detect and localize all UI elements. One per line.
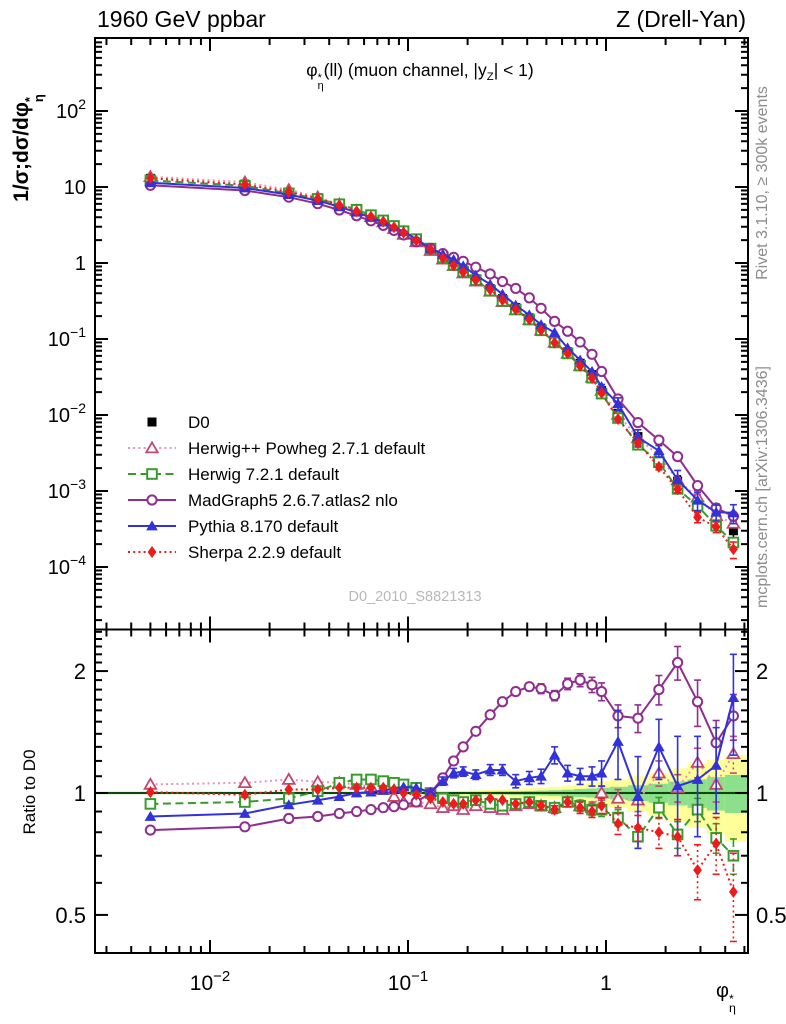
process-title: Z (Drell-Yan) <box>616 6 746 32</box>
svg-text:1: 1 <box>75 253 86 275</box>
legend-label: Herwig 7.2.1 default <box>188 465 339 484</box>
axis-tick-labels: 10−2 10−1 1 102 10 1 10−1 10−2 10−3 10−4 2 2 1 1 0.5 0.… <box>48 96 786 995</box>
beam-energy-title: 1960 GeV ppbar <box>97 6 266 32</box>
legend-label: MadGraph5 2.6.7.atlas2 nlo <box>188 491 398 510</box>
legend-label: D0 <box>188 413 210 432</box>
svg-text:102: 102 <box>56 96 86 123</box>
legend-item-sherpa: Sherpa 2.2.9 default <box>128 543 341 562</box>
svg-text:1: 1 <box>74 781 86 806</box>
observable-phi: φ <box>306 60 318 80</box>
svg-text:0.5: 0.5 <box>756 903 786 928</box>
main-series-d0 <box>145 173 738 546</box>
legend-item-madgraph5: MadGraph5 2.6.7.atlas2 nlo <box>128 491 398 510</box>
legend-item-herwig++: Herwig++ Powheg 2.7.1 default <box>128 439 425 458</box>
legend-item-pythia: Pythia 8.170 default <box>128 517 339 536</box>
mcplots-arxiv-note: mcplots.cern.ch [arXiv:1306.3436] <box>754 366 771 608</box>
legend-item-d0: D0 <box>147 413 210 432</box>
svg-text:10−1: 10−1 <box>48 324 86 351</box>
main-panel-series <box>143 169 741 560</box>
main-series-sherpa <box>145 172 738 560</box>
svg-text:10−1: 10−1 <box>388 968 428 995</box>
svg-text:10−4: 10−4 <box>48 552 86 579</box>
ratio-series-sherpa <box>145 781 738 943</box>
legend-label: Pythia 8.170 default <box>188 517 339 536</box>
x-axis-title: φ * η <box>716 980 736 1015</box>
legend-item-herwig: Herwig 7.2.1 default <box>128 465 339 484</box>
ratio-series-madgraph5 <box>144 645 740 836</box>
svg-text:1: 1 <box>756 781 768 806</box>
svg-text:10−3: 10−3 <box>48 476 86 503</box>
ratio-axis-title: Ratio to D0 <box>20 749 39 835</box>
svg-text:0.5: 0.5 <box>55 903 86 928</box>
legend-label: Herwig++ Powheg 2.7.1 default <box>188 439 425 458</box>
ratio-series-pythia <box>144 653 740 857</box>
axis-ticks <box>95 38 748 953</box>
analysis-id-watermark: D0_2010_S8821313 <box>348 589 482 605</box>
svg-text:2: 2 <box>756 659 768 684</box>
observable-phi-superscript-subscript: * η <box>317 71 324 92</box>
legend: D0 Herwig++ Powheg 2.7.1 default Herwig 7.… <box>128 413 425 562</box>
svg-text:10−2: 10−2 <box>190 968 230 995</box>
svg-text:1: 1 <box>600 972 612 995</box>
ratio-panel-series <box>143 645 741 943</box>
observable-title: φ * η (ll) (muon channel, |yZ| < 1) <box>306 60 534 92</box>
svg-text:10−2: 10−2 <box>48 400 86 427</box>
y-axis-title: 1/σ;dσ/dφ * η <box>10 94 47 202</box>
svg-text:2: 2 <box>74 659 86 684</box>
panel-frames <box>94 37 749 954</box>
svg-text:10: 10 <box>64 177 86 199</box>
rivet-version-note: Rivet 3.1.10, ≥ 300k events <box>754 86 771 280</box>
legend-label: Sherpa 2.2.9 default <box>188 543 341 562</box>
